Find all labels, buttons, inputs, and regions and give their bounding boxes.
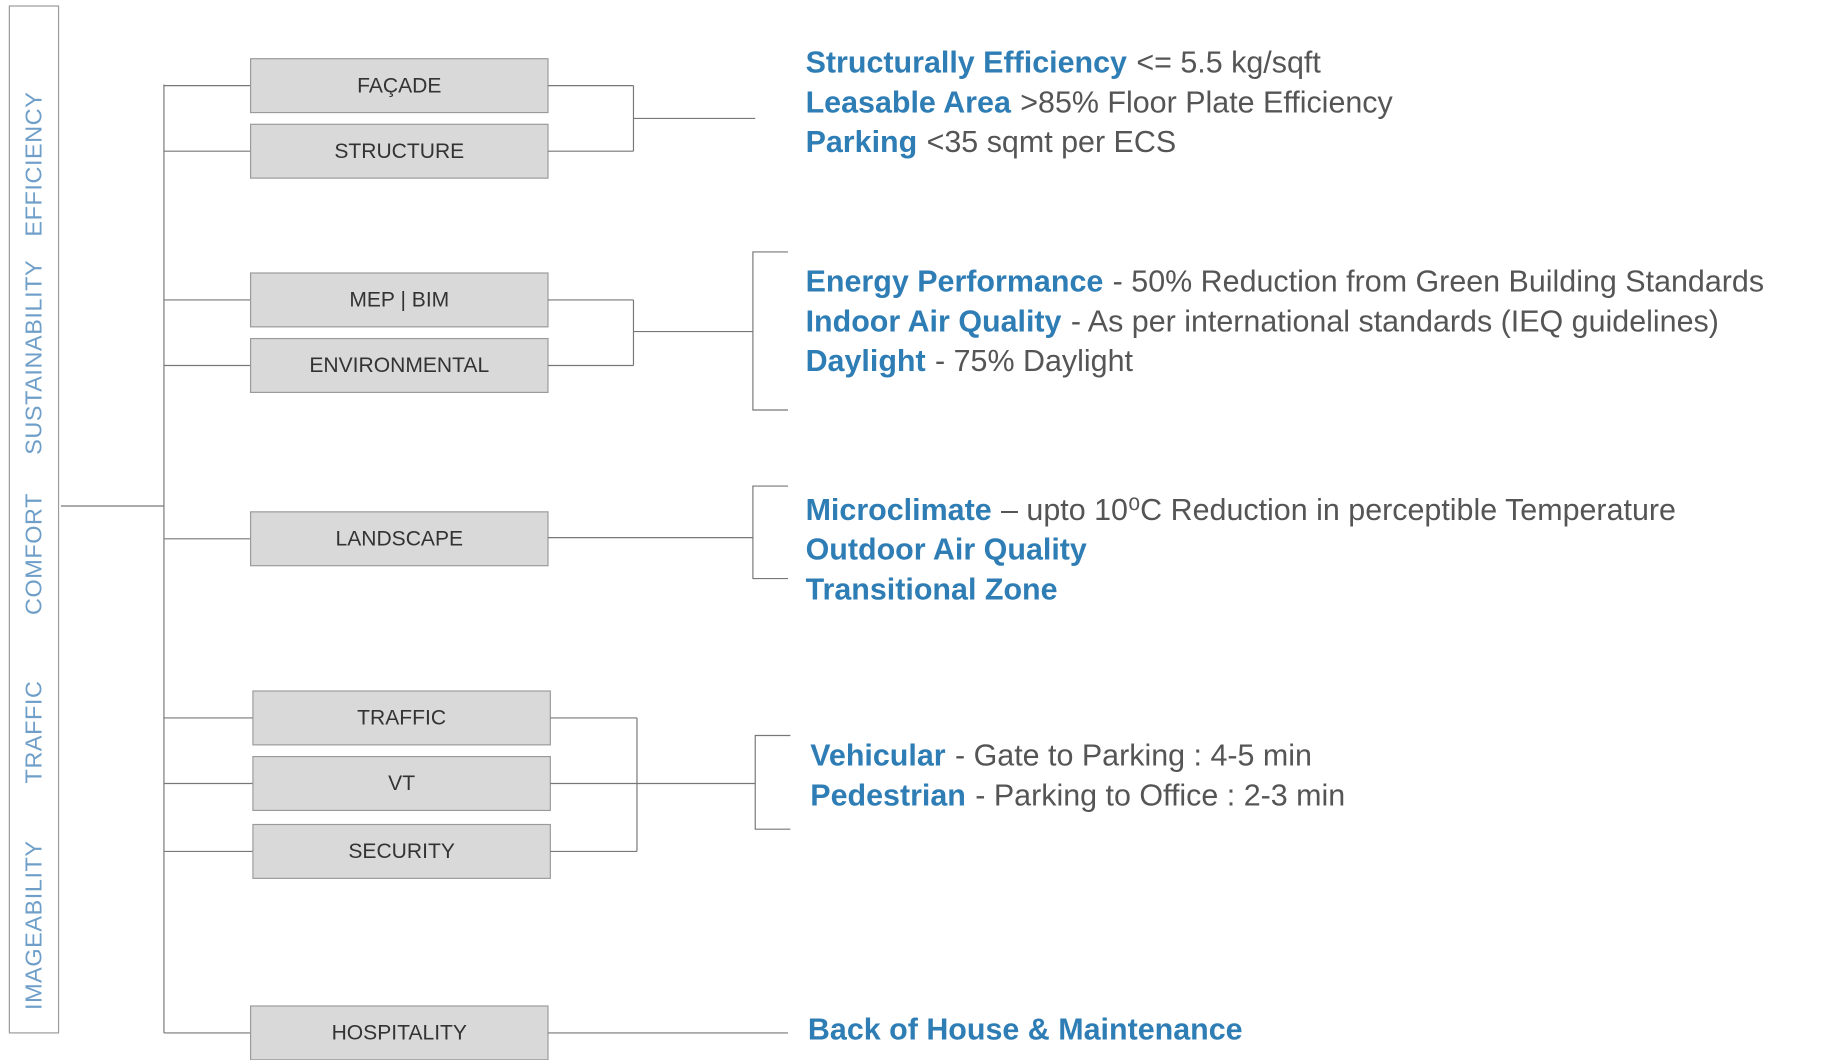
bracket xyxy=(754,734,791,830)
category-label: HOSPITALITY xyxy=(332,1022,467,1045)
criterion: Structurally Efficiency <= 5.5 kg/sqft xyxy=(806,46,1322,80)
criterion: Transitional Zone xyxy=(806,573,1058,607)
category-box xyxy=(249,511,549,567)
criterion: Leasable Area >85% Floor Plate Efficiency xyxy=(806,85,1394,119)
criterion-term: Outdoor Air Quality xyxy=(806,533,1087,567)
criterion: Vehicular - Gate to Parking : 4-5 min xyxy=(810,739,1312,773)
criterion-detail: - 50% Reduction from Green Building Stan… xyxy=(1113,265,1764,299)
bracket xyxy=(752,485,789,580)
criterion-detail: - Gate to Parking : 4-5 min xyxy=(955,739,1312,773)
sidebar-label: COMFORT xyxy=(20,493,46,615)
criterion: Back of House & Maintenance xyxy=(808,1013,1243,1047)
sidebar-label: TRAFFIC xyxy=(20,681,46,784)
criterion-detail: <35 sqmt per ECS xyxy=(927,125,1177,159)
criterion-term: Pedestrian xyxy=(810,779,966,813)
criterion-term: Microclimate xyxy=(806,493,992,527)
category-label: VT xyxy=(388,772,415,795)
category-label: TRAFFIC xyxy=(357,707,446,730)
category-box xyxy=(249,272,549,328)
criterion-detail: <= 5.5 kg/sqft xyxy=(1136,46,1321,80)
category-label: LANDSCAPE xyxy=(335,528,463,551)
category-label: STRUCTURE xyxy=(334,140,464,163)
category-label: FAÇADE xyxy=(357,74,441,97)
sidebar-label: SUSTAINABILITY xyxy=(20,260,46,455)
category-label: SECURITY xyxy=(348,840,455,863)
criterion: Parking <35 sqmt per ECS xyxy=(806,125,1177,159)
criterion-term: Energy Performance xyxy=(806,265,1104,299)
criterion-term: Parking xyxy=(806,125,918,159)
criterion: Outdoor Air Quality xyxy=(806,533,1087,567)
criterion-term: Leasable Area xyxy=(806,85,1012,119)
criterion-term: Daylight xyxy=(806,344,926,378)
sidebar-frame xyxy=(8,5,60,1034)
category-label: ENVIRONMENTAL xyxy=(309,354,489,377)
criterion: Microclimate – upto 10⁰C Reduction in per… xyxy=(806,493,1676,527)
criterion-term: Structurally Efficiency xyxy=(806,46,1127,80)
category-box xyxy=(252,690,551,746)
criterion-detail: - 75% Daylight xyxy=(935,344,1133,378)
sidebar-label: EFFICIENCY xyxy=(20,92,46,237)
criterion-term: Indoor Air Quality xyxy=(806,304,1062,338)
criterion-detail: – upto 10⁰C Reduction in perceptible Tem… xyxy=(1001,493,1676,527)
criterion: Energy Performance - 50% Reduction from G… xyxy=(806,265,1764,299)
category-box xyxy=(252,755,551,812)
criterion-term: Vehicular xyxy=(810,739,946,773)
sidebar-label: IMAGEABILITY xyxy=(20,840,46,1010)
category-box xyxy=(249,58,549,114)
criterion-term: Transitional Zone xyxy=(806,573,1058,607)
criterion: Indoor Air Quality - As per international… xyxy=(806,304,1719,338)
criterion-term: Back of House & Maintenance xyxy=(808,1013,1243,1047)
category-box xyxy=(252,823,551,879)
criterion: Pedestrian - Parking to Office : 2-3 min xyxy=(810,779,1345,813)
category-label: MEP | BIM xyxy=(349,289,449,312)
criterion: Daylight - 75% Daylight xyxy=(806,344,1134,378)
criterion-detail: - Parking to Office : 2-3 min xyxy=(975,779,1345,813)
criterion-detail: >85% Floor Plate Efficiency xyxy=(1020,85,1393,119)
criterion-detail: - As per international standards (IEQ gu… xyxy=(1071,304,1719,338)
category-box xyxy=(249,1005,549,1060)
bracket xyxy=(752,251,789,411)
category-box xyxy=(249,123,549,179)
